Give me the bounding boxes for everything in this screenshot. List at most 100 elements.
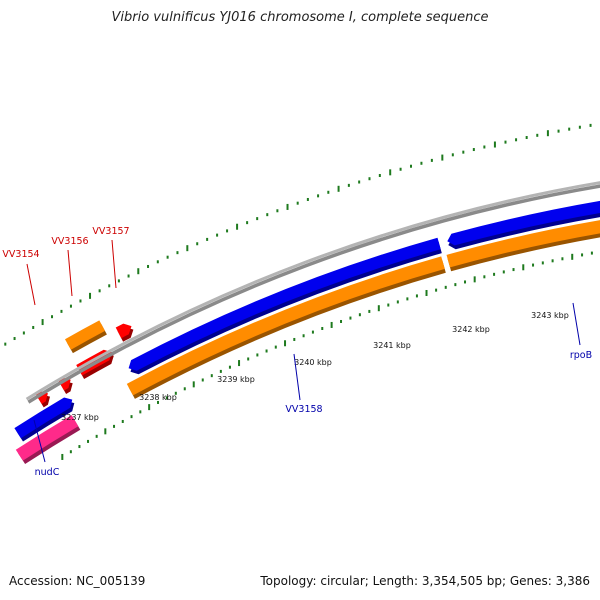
lower-tick-dot bbox=[139, 410, 142, 414]
lower-tick-dot bbox=[522, 264, 525, 271]
lower-tick-dot bbox=[473, 276, 476, 283]
gene-label-rpoB: rpoB bbox=[570, 350, 592, 361]
upper-tick-dot bbox=[108, 284, 111, 288]
lower-tick-dot bbox=[121, 419, 124, 423]
cds-reverse-VV3158 bbox=[128, 237, 442, 375]
lower-tick-dot bbox=[377, 305, 380, 312]
upper-tick-dot bbox=[409, 164, 412, 168]
upper-tick-dot bbox=[186, 245, 189, 252]
tick-label-3238: 3238 kbp bbox=[139, 393, 177, 402]
lower-tick-dot bbox=[330, 321, 333, 328]
accession-text: Accession: NC_005139 bbox=[9, 574, 146, 588]
upper-tick-dot bbox=[430, 158, 433, 162]
lower-tick-dot bbox=[238, 360, 241, 367]
upper-tick-dot bbox=[176, 251, 179, 255]
gene-features bbox=[14, 200, 600, 464]
upper-tick-dot bbox=[525, 136, 528, 140]
lower-tick-dot bbox=[104, 428, 107, 435]
lower-tick-dot bbox=[210, 374, 213, 378]
feature-pink-body bbox=[15, 415, 79, 461]
upper-tick-dot bbox=[358, 180, 361, 184]
tick-label-3243: 3243 kbp bbox=[531, 311, 569, 320]
lower-tick-dot bbox=[192, 381, 195, 388]
upper-tick-dot bbox=[451, 153, 454, 157]
rna-VV3157-body bbox=[115, 323, 132, 339]
leader-nudC bbox=[33, 419, 46, 463]
minor-tick-dots bbox=[4, 123, 593, 460]
lower-tick-dot bbox=[571, 253, 574, 260]
upper-tick-dot bbox=[347, 183, 350, 187]
topology-text: Topology: circular; Length: 3,354,505 bp… bbox=[260, 574, 590, 588]
upper-tick-dot bbox=[22, 331, 25, 335]
leader-VV3157 bbox=[111, 239, 117, 289]
lower-tick-dot bbox=[349, 316, 352, 320]
upper-tick-dot bbox=[4, 342, 7, 346]
cds-reverse-VV3158-shadow bbox=[130, 241, 442, 375]
upper-tick-dot bbox=[472, 148, 475, 152]
lower-tick-dot bbox=[69, 450, 72, 454]
upper-tick-dot bbox=[557, 129, 560, 133]
lower-tick-dot bbox=[321, 326, 324, 330]
lower-tick-dot bbox=[87, 439, 90, 443]
upper-tick-dot bbox=[483, 145, 486, 149]
upper-tick-dot bbox=[32, 325, 35, 329]
upper-tick-dot bbox=[117, 279, 120, 283]
cds-reverse-rpoB-body bbox=[447, 200, 600, 246]
lower-tick-dot bbox=[256, 353, 259, 357]
cds-forward-VV3156-body bbox=[65, 320, 105, 350]
lower-tick-dot bbox=[406, 297, 409, 301]
upper-tick-dot bbox=[589, 123, 592, 127]
upper-tick-dot bbox=[546, 130, 549, 137]
leader-VV3158 bbox=[293, 353, 301, 401]
upper-tick-dot bbox=[156, 260, 159, 264]
upper-tick-dot bbox=[420, 161, 423, 165]
lower-tick-dot bbox=[228, 365, 231, 369]
lower-tick-dot bbox=[183, 387, 186, 391]
lower-tick-dot bbox=[590, 251, 593, 255]
tick-label-3241: 3241 kbp bbox=[373, 341, 411, 350]
axis-ticks: 3237 kbp 3238 kbp 3239 kbp 3240 kbp 3241 kbp… bbox=[61, 311, 569, 422]
lower-tick-dot bbox=[148, 404, 151, 411]
map-title: Vibrio vulnificus YJ016 chromosome I, co… bbox=[111, 10, 489, 25]
lower-tick-dot bbox=[247, 357, 250, 361]
feature-pink bbox=[15, 415, 81, 464]
lower-tick-dot bbox=[130, 415, 133, 419]
lower-tick-dot bbox=[444, 285, 447, 289]
lower-tick-dot bbox=[284, 340, 287, 347]
cds-forward-VV3156 bbox=[65, 320, 107, 354]
upper-tick-dot bbox=[568, 127, 571, 131]
lower-tick-dot bbox=[274, 345, 277, 349]
lower-tick-dot bbox=[483, 275, 486, 279]
lower-tick-dot bbox=[561, 257, 564, 261]
lower-tick-dot bbox=[415, 294, 418, 298]
upper-tick-dot bbox=[327, 190, 330, 194]
upper-tick-dot bbox=[216, 233, 219, 237]
upper-tick-dot bbox=[137, 268, 140, 275]
upper-tick-dot bbox=[13, 337, 16, 341]
upper-tick-dot bbox=[226, 229, 229, 233]
cds-reverse-rpoB bbox=[447, 200, 600, 250]
upper-tick-dot bbox=[515, 138, 518, 142]
leader-VV3154 bbox=[26, 263, 36, 306]
leader-rpoB bbox=[572, 302, 581, 346]
upper-tick-dot bbox=[462, 150, 465, 154]
backbone-track bbox=[25, 181, 600, 404]
upper-tick-dot bbox=[60, 309, 63, 313]
lower-tick-dot bbox=[157, 400, 160, 404]
lower-tick-dot bbox=[201, 378, 204, 382]
upper-tick-dot bbox=[337, 185, 340, 192]
tick-label-3237: 3237 kbp bbox=[61, 413, 99, 422]
upper-tick-dot bbox=[378, 173, 381, 177]
lower-tick-dot bbox=[165, 396, 168, 400]
tick-label-3239: 3239 kbp bbox=[217, 375, 255, 384]
lower-tick-dot bbox=[174, 391, 177, 395]
upper-tick-dot bbox=[206, 237, 209, 241]
cds-reverse-VV3158-body bbox=[128, 237, 441, 371]
upper-tick-dot bbox=[441, 154, 444, 161]
upper-tick-dot bbox=[256, 217, 259, 221]
lower-tick-dot bbox=[78, 445, 81, 449]
lower-tick-dot bbox=[368, 309, 371, 313]
upper-tick-dot bbox=[399, 167, 402, 171]
upper-tick-dot bbox=[286, 203, 289, 210]
lower-tick-dot bbox=[464, 280, 467, 284]
